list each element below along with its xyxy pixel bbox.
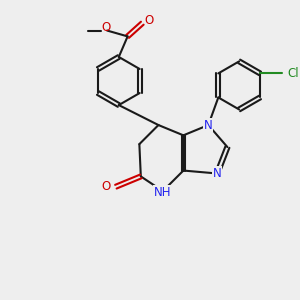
Text: Cl: Cl	[287, 67, 299, 80]
Text: NH: NH	[154, 186, 172, 199]
Text: N: N	[204, 118, 213, 131]
Text: O: O	[144, 14, 153, 27]
Text: N: N	[213, 167, 221, 180]
Text: O: O	[102, 180, 111, 193]
Text: O: O	[101, 21, 110, 34]
